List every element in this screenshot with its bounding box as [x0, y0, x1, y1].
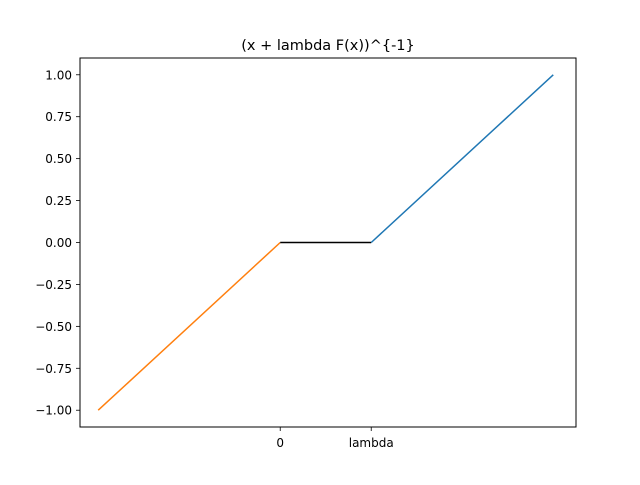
plot-area-frame [79, 57, 577, 428]
y-tick-label: −1.00 [35, 404, 72, 418]
y-tick-label: −0.75 [35, 362, 72, 376]
y-tick-label: 1.00 [45, 68, 72, 82]
y-tick-label: 0.50 [45, 152, 72, 166]
x-tick-label: 0 [276, 436, 284, 450]
y-tick-label: −0.25 [35, 278, 72, 292]
x-axis-ticks: 0 lambda [276, 427, 394, 450]
series-layer [97, 74, 554, 411]
y-tick-label: 0.25 [45, 194, 72, 208]
series-line-3 [370, 74, 554, 244]
y-tick-label: −0.50 [35, 320, 72, 334]
series-line-1 [97, 241, 281, 411]
chart-title: (x + lambda F(x))^{-1} [241, 38, 415, 54]
x-tick-label: lambda [349, 436, 394, 450]
y-axis-ticks: −1.00 −0.75 −0.50 −0.25 0.00 0.25 0.50 0.75 1.00 [35, 68, 80, 418]
y-tick-label: 0.75 [45, 110, 72, 124]
y-tick-label: 0.00 [45, 236, 72, 250]
